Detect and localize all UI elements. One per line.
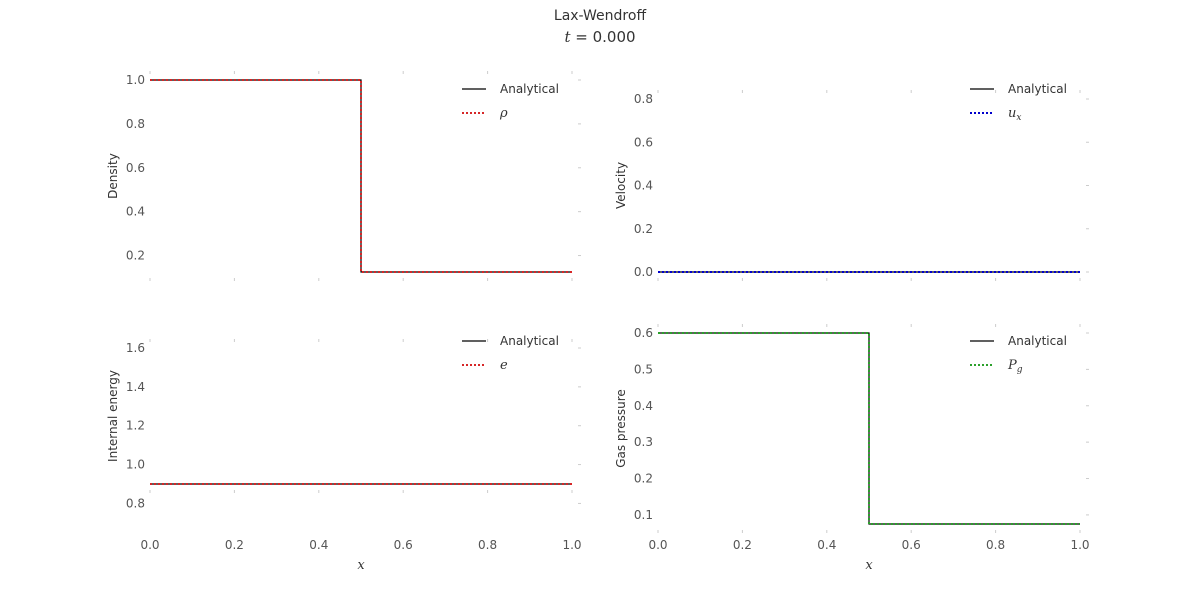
y-tick-label: 0.2 [634, 222, 653, 236]
figure-time: t = 0.000 [564, 28, 636, 46]
y-tick-label: 0.3 [634, 435, 653, 449]
legend-label: Analytical [500, 82, 559, 96]
y-tick-label: 0.8 [126, 496, 145, 510]
x-tick-label: 0.2 [733, 538, 752, 552]
y-axis-label: Velocity [614, 162, 628, 209]
x-tick-label: 1.0 [1070, 538, 1089, 552]
y-tick-label: 0.0 [634, 265, 653, 279]
x-tick-label: 0.4 [817, 538, 836, 552]
x-tick-label: 1.0 [562, 538, 581, 552]
analytical-series-line [150, 79, 572, 273]
y-tick-label: 0.4 [634, 399, 653, 413]
y-axis-label: Density [106, 153, 120, 199]
legend-label: Analytical [1008, 82, 1067, 96]
y-tick-label: 0.8 [634, 92, 653, 106]
legend-label: Analytical [500, 334, 559, 348]
x-tick-label: 0.0 [648, 538, 667, 552]
legend-label: ux [1008, 106, 1021, 123]
y-tick-label: 0.4 [126, 205, 145, 219]
y-tick-label: 0.2 [126, 249, 145, 263]
legend-label: e [500, 358, 508, 373]
legend-label: ρ [499, 106, 508, 121]
x-tick-label: 0.8 [986, 538, 1005, 552]
y-tick-label: 0.2 [634, 472, 653, 486]
y-tick-label: 1.2 [126, 419, 145, 433]
y-tick-label: 1.0 [126, 73, 145, 87]
legend-label: Analytical [1008, 334, 1067, 348]
y-tick-label: 0.4 [634, 179, 653, 193]
y-tick-label: 0.6 [126, 161, 145, 175]
y-tick-label: 1.4 [126, 380, 145, 394]
numerical-series-line [658, 332, 1080, 525]
numerical-series-line [150, 79, 572, 273]
y-tick-label: 0.8 [126, 117, 145, 131]
y-axis-label: Gas pressure [614, 389, 628, 468]
x-tick-label: 0.6 [394, 538, 413, 552]
x-tick-label: 0.2 [225, 538, 244, 552]
y-tick-label: 0.6 [634, 326, 653, 340]
x-axis-label: x [357, 558, 365, 573]
y-tick-label: 1.0 [126, 458, 145, 472]
y-tick-label: 0.6 [634, 135, 653, 149]
y-axis-label: Internal energy [106, 370, 120, 462]
figure-title: Lax-Wendroff [553, 8, 647, 24]
y-tick-label: 0.1 [634, 508, 653, 522]
y-tick-label: 0.5 [634, 362, 653, 376]
x-tick-label: 0.6 [902, 538, 921, 552]
x-tick-label: 0.4 [309, 538, 328, 552]
x-axis-label: x [865, 558, 873, 573]
x-tick-label: 0.0 [140, 538, 159, 552]
legend-label: Pg [1007, 358, 1023, 375]
x-tick-label: 0.8 [478, 538, 497, 552]
y-tick-label: 1.6 [126, 341, 145, 355]
